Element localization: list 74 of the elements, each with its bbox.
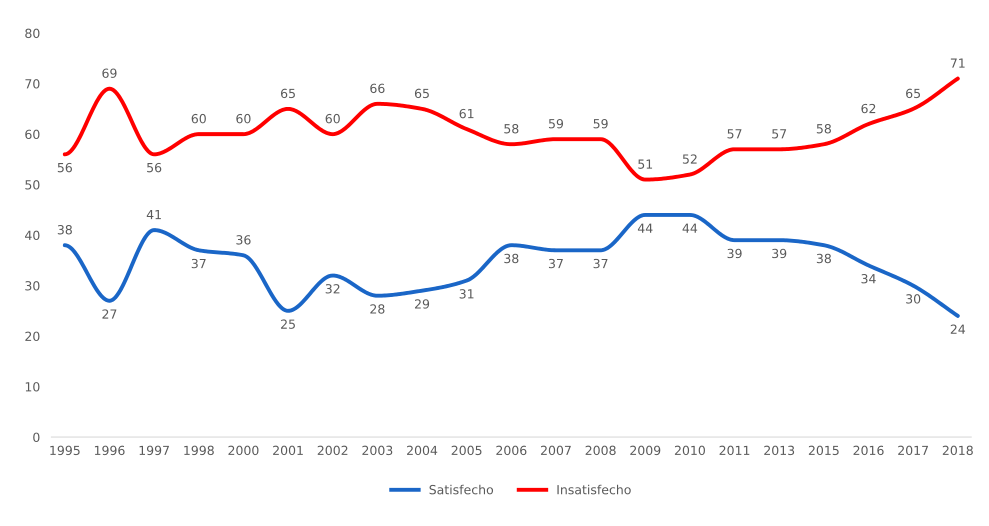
data-label: 57	[772, 129, 786, 139]
y-tick-label: 40	[25, 230, 40, 240]
y-tick-label: 80	[25, 28, 40, 38]
data-label: 65	[906, 88, 920, 98]
data-label: 44	[638, 224, 653, 233]
y-tick-label: 20	[25, 332, 40, 342]
y-tick-label: 0	[33, 432, 40, 442]
y-tick-label: 30	[25, 281, 40, 291]
legend-label: Insatisfecho	[557, 484, 631, 494]
data-label: 61	[460, 108, 474, 118]
x-tick-label: 2009	[630, 446, 660, 456]
x-tick-label: 1998	[184, 446, 214, 456]
data-label: 38	[58, 225, 72, 234]
x-tick-label: 2002	[318, 446, 348, 456]
x-tick-label: 2013	[764, 446, 794, 456]
data-label: 31	[460, 289, 474, 299]
x-tick-label: 2016	[854, 446, 884, 456]
y-tick-label: 60	[25, 130, 40, 140]
x-tick-label: 2017	[898, 446, 928, 456]
data-label: 66	[370, 84, 385, 94]
data-label: 37	[548, 258, 563, 268]
x-tick-label: 2006	[496, 446, 526, 456]
data-label: 37	[192, 258, 206, 268]
x-tick-label: 2001	[273, 446, 303, 456]
data-label: 27	[102, 309, 116, 319]
data-label: 29	[414, 299, 430, 309]
data-label: 38	[816, 254, 831, 264]
data-label: 51	[638, 160, 652, 169]
x-tick-label: 2007	[540, 446, 571, 456]
data-label: 38	[504, 254, 518, 264]
data-label: 65	[414, 88, 429, 98]
data-label: 62	[861, 104, 876, 114]
data-label: 37	[594, 258, 608, 268]
data-label: 60	[326, 114, 340, 124]
y-tick-label: 50	[25, 180, 40, 190]
data-label: 60	[192, 114, 206, 124]
data-label: 36	[236, 235, 251, 245]
x-tick-label: 2010	[674, 446, 705, 456]
data-label: 52	[682, 154, 697, 164]
data-label: 32	[326, 284, 340, 294]
legend-label: Satisfecho	[430, 484, 494, 494]
data-label: 71	[950, 58, 965, 68]
data-label: 44	[682, 224, 698, 233]
x-tick-label: 2008	[586, 446, 616, 456]
x-tick-label: 1997	[140, 446, 169, 456]
data-label: 57	[728, 129, 742, 139]
x-tick-label: 2000	[228, 446, 258, 456]
data-label: 28	[370, 304, 384, 314]
x-tick-label: 2004	[407, 446, 438, 456]
x-tick-label: 2011	[720, 446, 750, 456]
data-label: 34	[862, 274, 876, 284]
data-label: 39	[772, 248, 786, 258]
data-label: 58	[504, 124, 518, 134]
data-label: 59	[594, 118, 608, 128]
data-label: 60	[236, 114, 251, 124]
x-tick-label: 2005	[452, 446, 482, 456]
y-tick-label: 10	[26, 382, 40, 392]
data-label: 30	[906, 294, 920, 304]
data-label: 41	[146, 210, 161, 220]
data-label: 56	[58, 162, 72, 172]
data-label: 59	[548, 118, 564, 128]
y-tick-label: 70	[25, 79, 40, 89]
x-tick-label: 1996	[94, 446, 125, 456]
x-tick-label: 1995	[50, 446, 80, 456]
data-label: 39	[728, 248, 742, 258]
data-label: 24	[950, 324, 966, 334]
x-tick-label: 2018	[942, 446, 973, 456]
x-tick-label: 2003	[362, 446, 392, 456]
data-label: 56	[147, 162, 162, 172]
data-label: 25	[281, 319, 295, 329]
data-label: 69	[102, 68, 117, 78]
x-tick-label: 2015	[808, 446, 839, 456]
data-label: 65	[280, 88, 295, 98]
data-label: 58	[816, 124, 831, 134]
